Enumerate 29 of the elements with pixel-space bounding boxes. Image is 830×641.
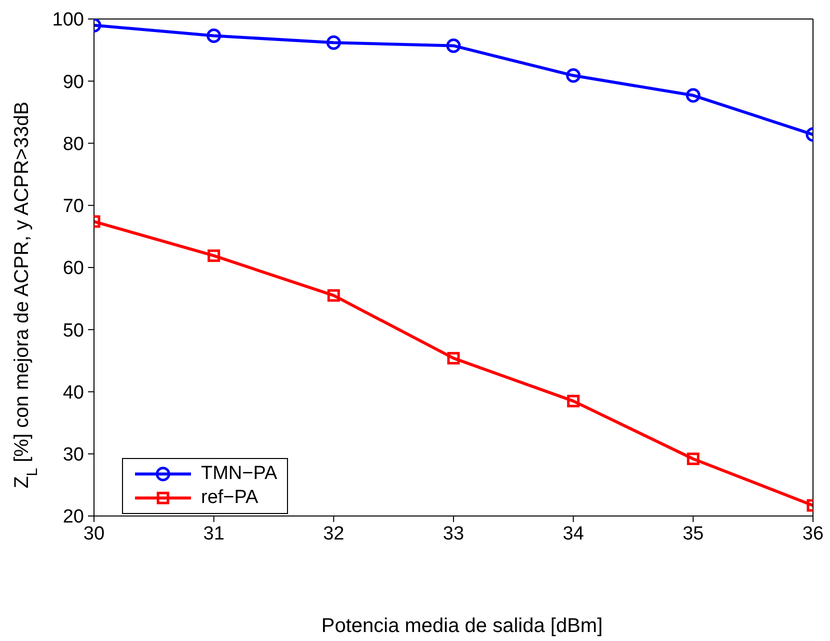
x-tick-label: 35 — [682, 523, 704, 544]
x-tick-label: 31 — [203, 523, 224, 544]
y-tick-label: 100 — [52, 10, 84, 31]
x-tick-label: 32 — [323, 523, 344, 544]
point — [567, 394, 580, 408]
y-tick-label: 80 — [62, 134, 84, 155]
y-tick-label: 50 — [62, 320, 84, 342]
point — [566, 68, 581, 83]
point — [327, 289, 340, 302]
x-tick-label: 30 — [83, 523, 105, 544]
x-tick-label: 34 — [562, 523, 584, 544]
y-tick-label: 70 — [62, 196, 84, 218]
point — [208, 249, 220, 262]
point — [686, 452, 700, 466]
y-tick-label: 60 — [62, 258, 84, 280]
legend-label: ref−PA — [201, 487, 258, 509]
x-tick-label: 36 — [802, 523, 824, 544]
y-tick-label: 30 — [62, 444, 84, 466]
point — [446, 38, 461, 53]
y-tick-label: 40 — [62, 382, 84, 404]
x-axis-title: Potencia media de salida [dBm] — [321, 615, 603, 637]
y-tick-label: 90 — [62, 72, 84, 93]
legend-label: TMN−PA — [201, 463, 278, 485]
point — [206, 28, 222, 44]
point — [447, 352, 460, 364]
x-tick-label: 33 — [442, 523, 464, 544]
point — [326, 35, 341, 50]
point — [686, 88, 700, 103]
y-tick-label: 20 — [62, 506, 84, 528]
